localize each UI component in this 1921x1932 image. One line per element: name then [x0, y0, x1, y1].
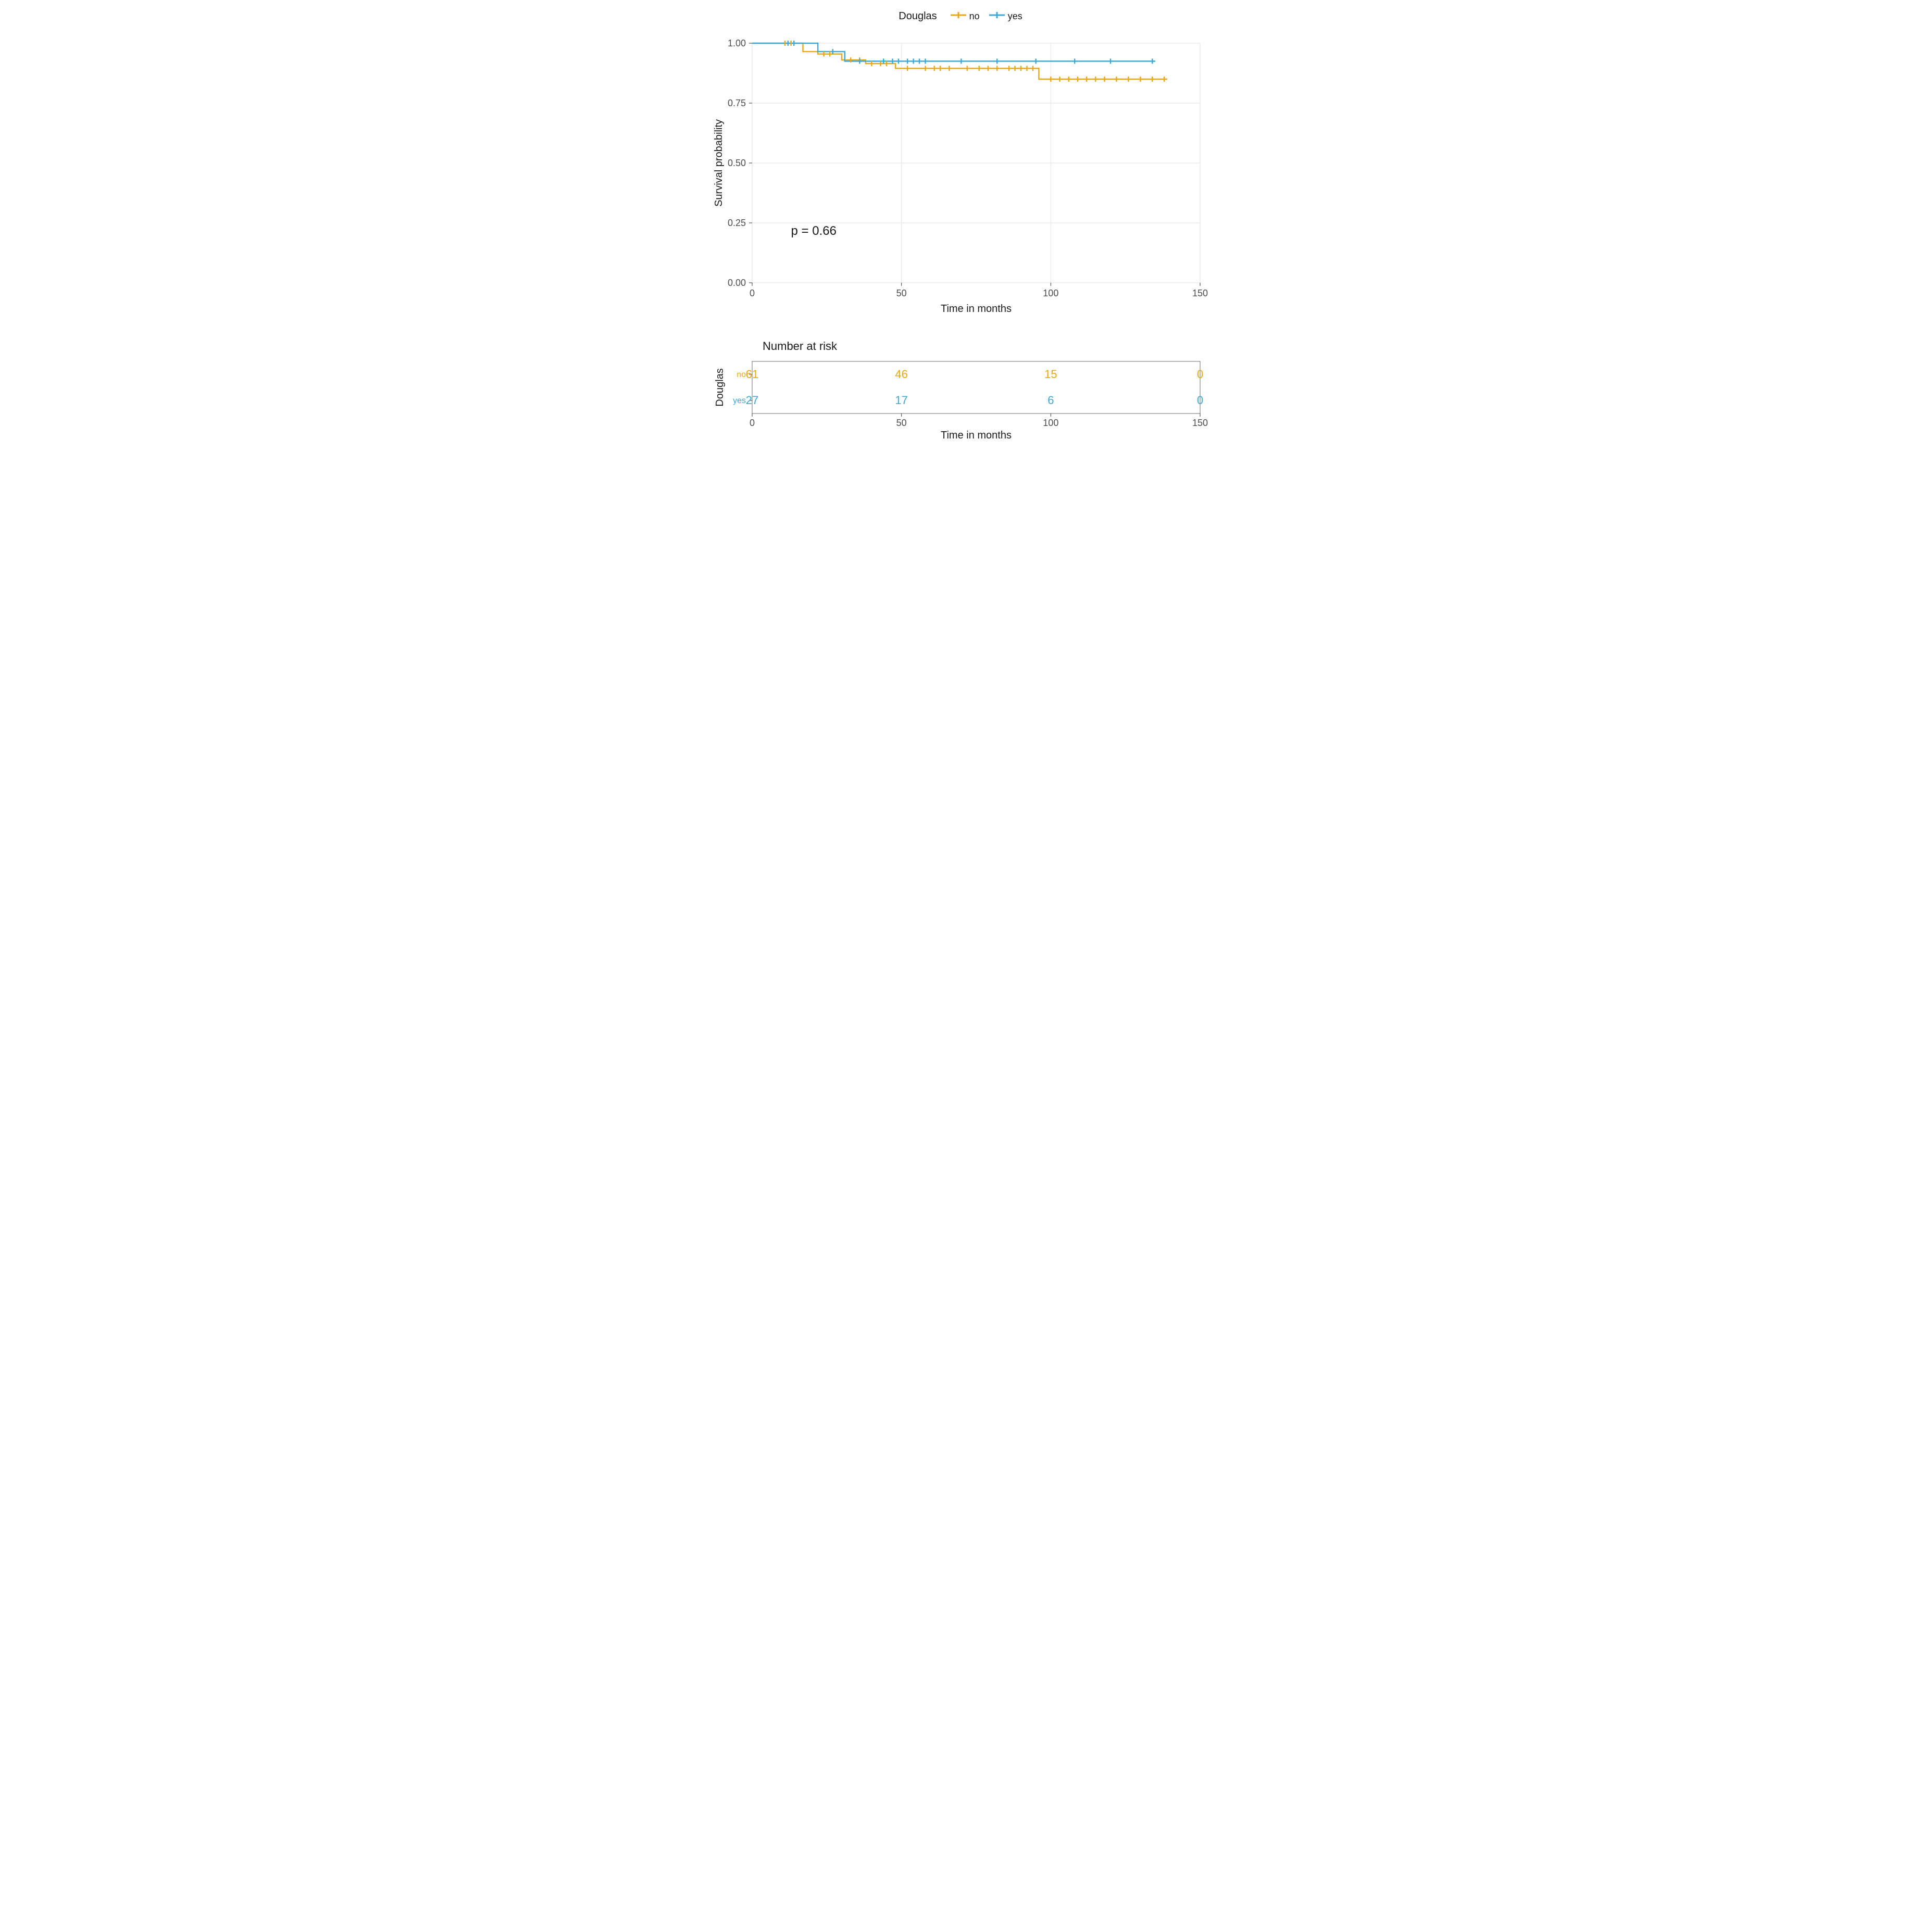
risk-table: no6146150yes271760050100150Time in month… — [710, 356, 1211, 442]
svg-text:0.25: 0.25 — [728, 218, 746, 228]
svg-text:1.00: 1.00 — [728, 38, 746, 48]
svg-text:17: 17 — [895, 394, 907, 407]
legend-label-yes: yes — [1008, 11, 1022, 22]
legend-swatch-no — [951, 10, 966, 22]
svg-text:46: 46 — [895, 368, 907, 381]
svg-text:p = 0.66: p = 0.66 — [791, 224, 837, 238]
legend-item-yes: yes — [989, 10, 1022, 22]
svg-text:50: 50 — [896, 418, 907, 428]
svg-text:Douglas: Douglas — [714, 368, 726, 406]
svg-text:150: 150 — [1192, 288, 1208, 298]
svg-text:27: 27 — [746, 394, 758, 407]
svg-text:Time in months: Time in months — [941, 303, 1012, 315]
risk-svg: no6146150yes271760050100150Time in month… — [710, 356, 1211, 440]
svg-text:0.50: 0.50 — [728, 158, 746, 168]
legend-title: Douglas — [899, 10, 937, 22]
svg-text:Time in months: Time in months — [941, 430, 1012, 440]
svg-text:100: 100 — [1043, 288, 1058, 298]
svg-text:0: 0 — [1197, 394, 1203, 407]
km-survival-chart: 0 50 100 150 0.00 0.25 0.50 0.75 1.00 Time in mon… — [710, 33, 1211, 327]
svg-text:Survival probability: Survival probability — [713, 119, 725, 207]
svg-text:no: no — [737, 370, 746, 379]
svg-text:0: 0 — [750, 288, 755, 298]
svg-text:0: 0 — [1197, 368, 1203, 381]
legend: Douglas no yes — [710, 10, 1211, 22]
svg-text:50: 50 — [896, 288, 907, 298]
svg-text:yes: yes — [733, 396, 746, 405]
svg-text:61: 61 — [746, 368, 758, 381]
svg-text:0.75: 0.75 — [728, 98, 746, 108]
legend-item-no: no — [951, 10, 980, 22]
svg-text:0.00: 0.00 — [728, 278, 746, 288]
figure-container: Douglas no yes 0501001500.000.250.500.75… — [710, 10, 1211, 442]
risk-table-title: Number at risk — [763, 340, 1211, 353]
svg-text:6: 6 — [1047, 394, 1054, 407]
svg-text:15: 15 — [1044, 368, 1057, 381]
svg-text:150: 150 — [1192, 418, 1208, 428]
km-svg: 0 50 100 150 0.00 0.25 0.50 0.75 1.00 Time in mon… — [710, 33, 1211, 324]
legend-label-no: no — [969, 11, 980, 22]
svg-text:100: 100 — [1043, 418, 1058, 428]
legend-swatch-yes — [989, 10, 1005, 22]
svg-text:0: 0 — [750, 418, 755, 428]
